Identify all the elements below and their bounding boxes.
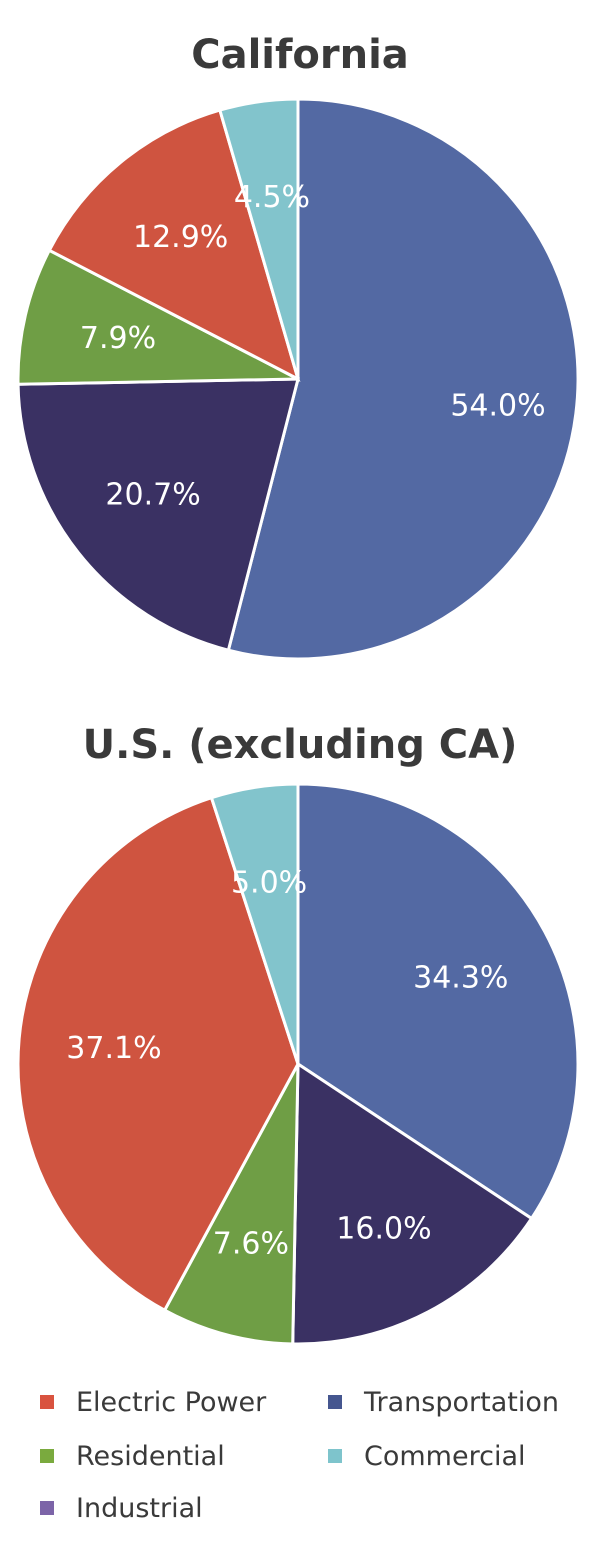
pie-chart-us: 34.3% 16.0% 7.6% 37.1% 5.0%	[16, 782, 580, 1346]
california-slice-transportation	[226, 97, 580, 661]
legend-label-electric-power: Electric Power	[76, 1386, 267, 1418]
us-slice-residential	[162, 1063, 300, 1346]
california-slice-residential	[16, 248, 299, 386]
legend-swatch-electric-power	[40, 1395, 54, 1409]
legend-item-residential: Residential	[40, 1436, 225, 1476]
california-label-industrial: 20.7%	[105, 478, 200, 513]
legend-item-industrial: Industrial	[40, 1488, 203, 1528]
legend-label-residential: Residential	[76, 1440, 225, 1472]
california-label-commercial: 4.5%	[234, 180, 310, 215]
us-label-transportation: 34.3%	[413, 961, 508, 996]
legend-item-electric-power: Electric Power	[40, 1382, 266, 1422]
california-label-electric-power: 12.9%	[133, 220, 228, 255]
us-slice-commercial	[209, 782, 300, 1065]
legend-item-commercial: Commercial	[328, 1436, 526, 1476]
legend-swatch-commercial	[328, 1449, 342, 1463]
chart-title-california: California	[191, 32, 409, 78]
us-label-commercial: 5.0%	[231, 865, 307, 900]
legend-swatch-industrial	[40, 1501, 54, 1515]
legend-swatch-residential	[40, 1449, 54, 1463]
california-slice-commercial	[218, 97, 300, 380]
us-label-electric-power: 37.1%	[66, 1031, 161, 1066]
legend-label-transportation: Transportation	[364, 1386, 559, 1418]
california-slice-electric-power	[47, 108, 301, 382]
chart-title-us: U.S. (excluding CA)	[82, 722, 518, 768]
california-label-residential: 7.9%	[80, 321, 156, 356]
california-label-transportation: 54.0%	[450, 388, 545, 423]
us-slice-electric-power	[16, 795, 300, 1313]
us-label-residential: 7.6%	[213, 1227, 289, 1262]
legend-item-transportation: Transportation	[328, 1382, 559, 1422]
legend-label-industrial: Industrial	[76, 1492, 203, 1524]
california-slice-industrial	[16, 377, 300, 653]
legend: Electric Power Transportation Residentia…	[40, 1382, 580, 1552]
us-label-industrial: 16.0%	[336, 1212, 431, 1247]
pie-chart-california: 54.0% 20.7% 7.9% 12.9%4.5%	[16, 97, 580, 661]
legend-label-commercial: Commercial	[364, 1440, 526, 1472]
legend-swatch-transportation	[328, 1395, 342, 1409]
us-slice-industrial	[291, 1061, 534, 1346]
